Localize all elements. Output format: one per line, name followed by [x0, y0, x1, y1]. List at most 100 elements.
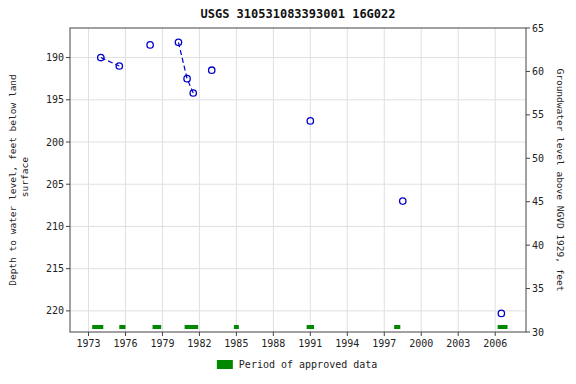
y2-tick-label: 35	[532, 283, 544, 294]
x-tick	[236, 332, 237, 336]
y2-tick	[526, 158, 530, 159]
y-tick	[66, 310, 70, 311]
y-grid-line	[70, 184, 526, 185]
x-tick	[162, 332, 163, 336]
y2-tick-label: 60	[532, 66, 544, 77]
y2-axis-label: Groundwater level above NGVD 1929, feet	[555, 68, 566, 291]
x-tick	[347, 332, 348, 336]
data-point	[190, 90, 196, 96]
y2-tick-label: 45	[532, 196, 544, 207]
y-tick	[66, 184, 70, 185]
data-point	[116, 63, 122, 69]
approved-period-bar	[185, 325, 199, 329]
dashed-line	[101, 42, 193, 93]
x-tick-label: 1982	[187, 338, 211, 349]
legend-label: Period of approved data	[239, 359, 377, 370]
x-grid-line	[199, 28, 200, 332]
x-grid-line	[347, 28, 348, 332]
x-tick-label: 1973	[76, 338, 100, 349]
x-tick-label: 1988	[261, 338, 285, 349]
y-tick	[66, 99, 70, 100]
chart: 1973 1976 1979 1982 1985 1988 1991 1994 1997 2000…	[0, 0, 576, 384]
y2-tick-label: 40	[532, 240, 544, 251]
x-tick	[310, 332, 311, 336]
x-tick	[273, 332, 274, 336]
x-grid-line	[458, 28, 459, 332]
y-axis-label-line: Depth to water level, feet below land	[7, 74, 18, 286]
y-axis-left: 190 195 200 205 210 215 220	[46, 52, 70, 316]
y-tick	[66, 226, 70, 227]
y-grid-line	[70, 268, 526, 269]
approved-period-bar	[234, 325, 239, 329]
y-grid-line	[70, 226, 526, 227]
y2-tick	[526, 71, 530, 72]
y2-tick-label: 30	[532, 327, 544, 338]
y2-tick	[526, 201, 530, 202]
y-tick-label: 190	[46, 52, 64, 63]
x-tick	[384, 332, 385, 336]
x-tick-label: 2000	[409, 338, 433, 349]
y-axis-right: 30 35 40 45 50 55 60 65	[526, 23, 544, 338]
x-tick	[125, 332, 126, 336]
legend: Period of approved data	[217, 359, 377, 370]
approved-period-bar	[153, 325, 162, 329]
data-point	[147, 42, 153, 48]
y-tick	[66, 57, 70, 58]
x-grid-line	[273, 28, 274, 332]
approved-period-bar	[307, 325, 314, 329]
x-tick	[88, 332, 89, 336]
y-axis-label-line: surface	[19, 157, 30, 203]
x-tick	[458, 332, 459, 336]
data-point	[498, 310, 504, 316]
y2-tick-label: 55	[532, 109, 544, 120]
x-grid-line	[310, 28, 311, 332]
x-tick-label: 1994	[335, 338, 359, 349]
y-tick	[66, 142, 70, 143]
y2-tick	[526, 114, 530, 115]
x-tick	[199, 332, 200, 336]
y-tick-label: 205	[46, 179, 64, 190]
approved-period-bar	[394, 325, 400, 329]
data-point	[209, 67, 215, 73]
y-tick-label: 200	[46, 137, 64, 148]
x-grid-line	[125, 28, 126, 332]
y2-tick	[526, 288, 530, 289]
x-grid-line	[236, 28, 237, 332]
x-tick-label: 1997	[372, 338, 396, 349]
x-tick-label: 2006	[483, 338, 507, 349]
plot-frame	[70, 28, 526, 332]
x-grid-line	[88, 28, 89, 332]
x-grid-line	[384, 28, 385, 332]
x-tick-label: 2003	[446, 338, 470, 349]
y2-tick	[526, 332, 530, 333]
legend-swatch	[217, 360, 233, 369]
data-point	[307, 118, 313, 124]
title: USGS 310531083393001 16G022	[200, 7, 395, 21]
y-tick-label: 220	[46, 305, 64, 316]
x-axis: 1973 1976 1979 1982 1985 1988 1991 1994 1997 2000…	[76, 332, 507, 349]
approved-period-bar	[92, 325, 103, 329]
x-grid-line	[162, 28, 163, 332]
x-grid-line	[421, 28, 422, 332]
y-grid-line	[70, 99, 526, 100]
x-grid-line	[495, 28, 496, 332]
y-tick-label: 215	[46, 263, 64, 274]
x-tick-label: 1985	[224, 338, 248, 349]
x-tick-label: 1991	[298, 338, 322, 349]
y2-tick	[526, 245, 530, 246]
x-tick-label: 1979	[150, 338, 174, 349]
x-tick	[421, 332, 422, 336]
y-tick	[66, 268, 70, 269]
y-tick-label: 195	[46, 94, 64, 105]
y-grid-line	[70, 57, 526, 58]
y2-tick-label: 65	[532, 23, 544, 34]
approved-period-bar	[119, 325, 125, 329]
y2-tick	[526, 28, 530, 29]
x-tick	[495, 332, 496, 336]
approved-period-bar	[498, 325, 508, 329]
y2-tick-label: 50	[532, 153, 544, 164]
x-tick-label: 1976	[113, 338, 137, 349]
y-tick-label: 210	[46, 221, 64, 232]
y-grid-line	[70, 310, 526, 311]
y-grid-line	[70, 142, 526, 143]
